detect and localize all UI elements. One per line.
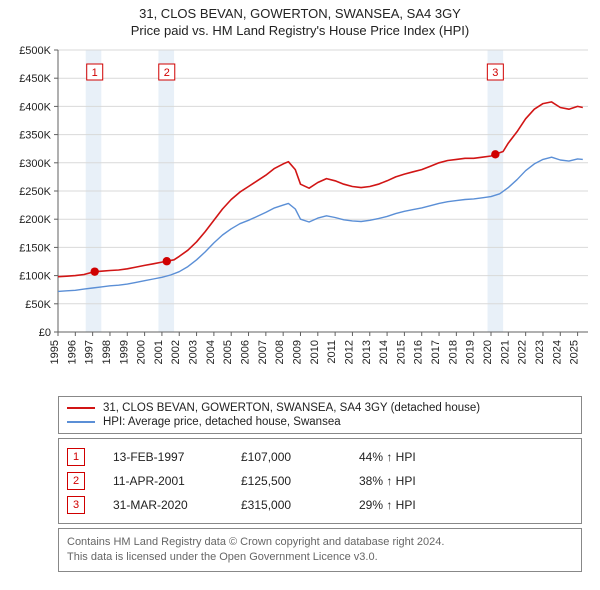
title-block: 31, CLOS BEVAN, GOWERTON, SWANSEA, SA4 3… [0, 0, 600, 40]
svg-text:2019: 2019 [465, 340, 477, 364]
event-marker-2: 2 [67, 472, 85, 490]
event-price-3: £315,000 [241, 498, 331, 512]
legend-label-hpi: HPI: Average price, detached house, Swan… [103, 416, 341, 428]
svg-text:2001: 2001 [153, 340, 165, 364]
event-price-2: £125,500 [241, 474, 331, 488]
svg-text:£100K: £100K [19, 271, 51, 283]
svg-text:2002: 2002 [170, 340, 182, 364]
svg-text:2015: 2015 [395, 340, 407, 364]
svg-text:1998: 1998 [101, 340, 113, 364]
svg-text:2012: 2012 [343, 340, 355, 364]
event-date-1: 13-FEB-1997 [113, 450, 213, 464]
svg-text:2008: 2008 [274, 340, 286, 364]
event-row-1: 1 13-FEB-1997 £107,000 44% ↑ HPI [67, 445, 573, 469]
svg-text:2003: 2003 [188, 340, 200, 364]
svg-text:2013: 2013 [361, 340, 373, 364]
svg-text:2010: 2010 [309, 340, 321, 364]
event-marker-3: 3 [67, 496, 85, 514]
event-date-3: 31-MAR-2020 [113, 498, 213, 512]
events-box: 1 13-FEB-1997 £107,000 44% ↑ HPI 2 11-AP… [58, 438, 582, 524]
event-row-2: 2 11-APR-2001 £125,500 38% ↑ HPI [67, 469, 573, 493]
svg-text:2000: 2000 [136, 340, 148, 364]
event-price-1: £107,000 [241, 450, 331, 464]
event-pct-3: 29% ↑ HPI [359, 498, 469, 512]
legend-swatch-property [67, 407, 95, 409]
event-row-3: 3 31-MAR-2020 £315,000 29% ↑ HPI [67, 493, 573, 517]
svg-text:2025: 2025 [569, 340, 581, 364]
svg-text:2009: 2009 [291, 340, 303, 364]
svg-text:2007: 2007 [257, 340, 269, 364]
svg-text:£0: £0 [39, 327, 51, 339]
credits-line-2: This data is licensed under the Open Gov… [67, 550, 573, 565]
svg-text:1997: 1997 [84, 340, 96, 364]
svg-text:2021: 2021 [499, 340, 511, 364]
event-pct-2: 38% ↑ HPI [359, 474, 469, 488]
svg-text:£350K: £350K [19, 130, 51, 142]
svg-text:1999: 1999 [118, 340, 130, 364]
svg-text:2014: 2014 [378, 340, 390, 364]
svg-text:£50K: £50K [25, 299, 51, 311]
svg-text:1995: 1995 [49, 340, 61, 364]
title-line-1: 31, CLOS BEVAN, GOWERTON, SWANSEA, SA4 3… [8, 6, 592, 21]
svg-text:2: 2 [164, 67, 170, 79]
svg-text:3: 3 [492, 67, 498, 79]
price-chart: £0 £50K £100K £150K £200K £250K £300K £350K £400… [0, 40, 600, 390]
svg-text:£300K: £300K [19, 158, 51, 170]
svg-text:2017: 2017 [430, 340, 442, 364]
svg-text:2011: 2011 [326, 340, 338, 364]
svg-text:2016: 2016 [413, 340, 425, 364]
event-pct-1: 44% ↑ HPI [359, 450, 469, 464]
legend-label-property: 31, CLOS BEVAN, GOWERTON, SWANSEA, SA4 3… [103, 402, 480, 414]
svg-text:2024: 2024 [551, 340, 563, 364]
svg-text:1996: 1996 [66, 340, 78, 364]
svg-text:£450K: £450K [19, 73, 51, 85]
svg-text:2022: 2022 [517, 340, 529, 364]
legend-box: 31, CLOS BEVAN, GOWERTON, SWANSEA, SA4 3… [58, 396, 582, 434]
legend-item-property: 31, CLOS BEVAN, GOWERTON, SWANSEA, SA4 3… [67, 401, 573, 415]
svg-text:£200K: £200K [19, 214, 51, 226]
svg-text:£150K: £150K [19, 242, 51, 254]
legend-item-hpi: HPI: Average price, detached house, Swan… [67, 415, 573, 429]
chart-area: £0 £50K £100K £150K £200K £250K £300K £350K £400… [0, 40, 600, 390]
credits-line-1: Contains HM Land Registry data © Crown c… [67, 535, 573, 550]
svg-text:£400K: £400K [19, 101, 51, 113]
svg-text:1: 1 [92, 67, 98, 79]
svg-text:2005: 2005 [222, 340, 234, 364]
svg-text:£250K: £250K [19, 186, 51, 198]
event-marker-1: 1 [67, 448, 85, 466]
event-date-2: 11-APR-2001 [113, 474, 213, 488]
svg-text:2020: 2020 [482, 340, 494, 364]
title-line-2: Price paid vs. HM Land Registry's House … [8, 23, 592, 38]
credits-box: Contains HM Land Registry data © Crown c… [58, 528, 582, 572]
svg-text:2018: 2018 [447, 340, 459, 364]
svg-text:£500K: £500K [19, 45, 51, 57]
svg-text:2023: 2023 [534, 340, 546, 364]
page-root: 31, CLOS BEVAN, GOWERTON, SWANSEA, SA4 3… [0, 0, 600, 572]
svg-text:2004: 2004 [205, 340, 217, 364]
svg-text:2006: 2006 [240, 340, 252, 364]
legend-swatch-hpi [67, 421, 95, 423]
